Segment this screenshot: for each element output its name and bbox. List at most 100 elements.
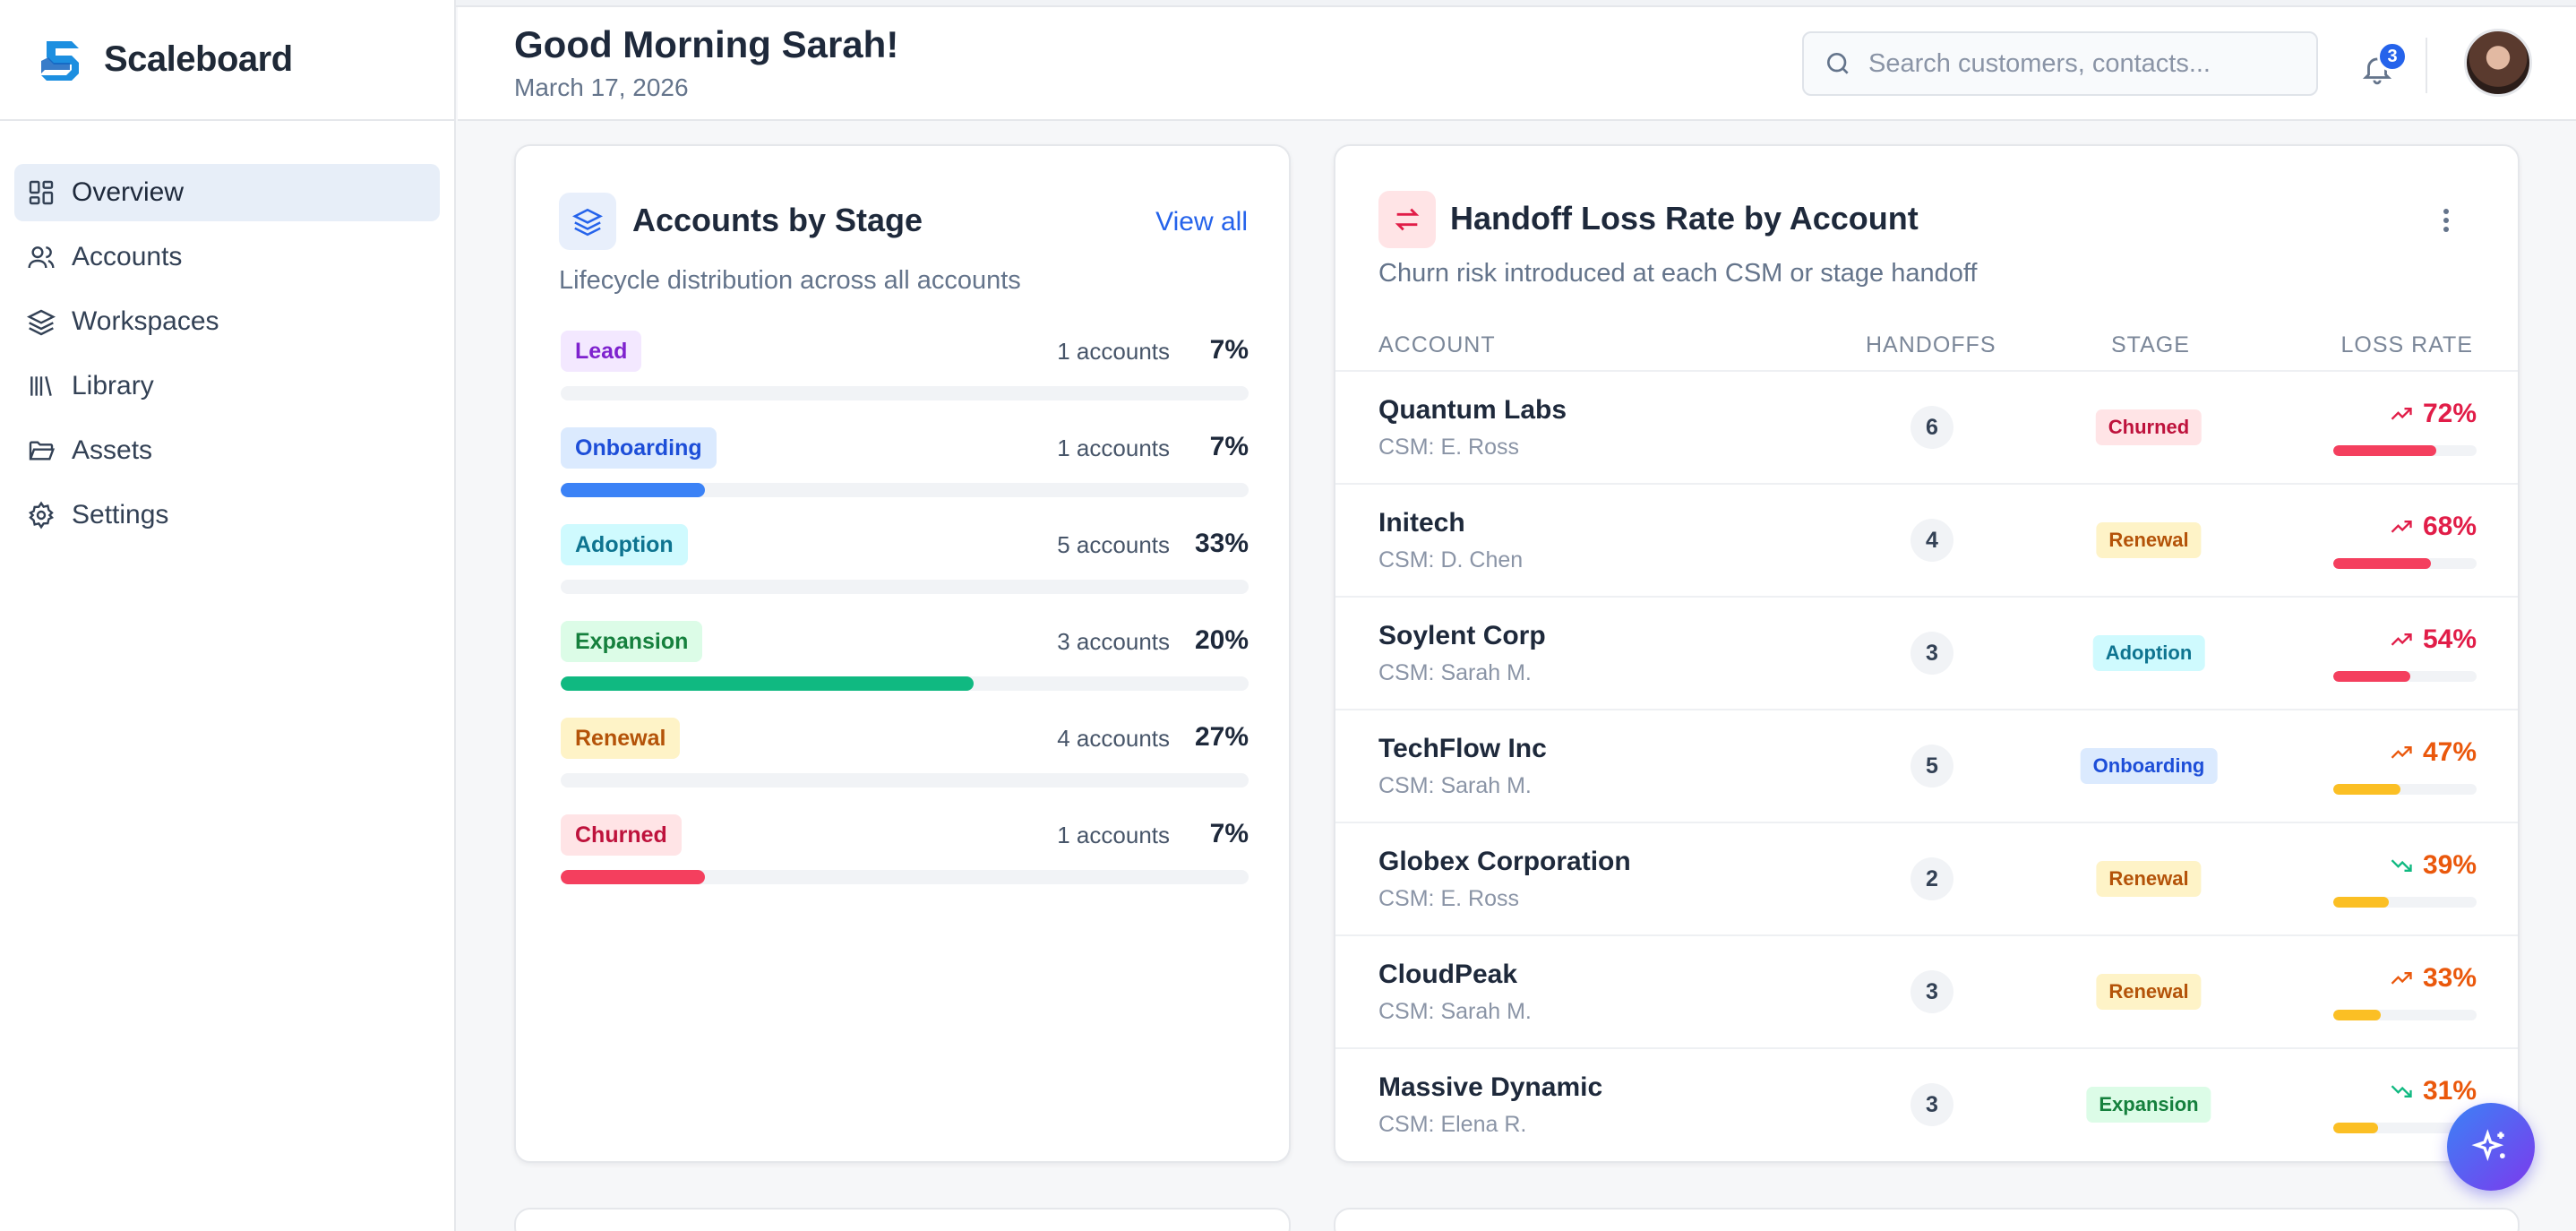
- stage-badge: Renewal: [2096, 861, 2202, 897]
- stage-badge: Onboarding: [2080, 748, 2218, 784]
- notifications-button[interactable]: 3: [2360, 41, 2414, 99]
- loss-rate-value: 33%: [2422, 963, 2477, 993]
- stage-percent: 7%: [1209, 819, 1249, 848]
- stage-badge: Renewal: [2096, 974, 2202, 1010]
- stage-percent: 7%: [1209, 432, 1249, 461]
- table-row[interactable]: TechFlow Inc CSM: Sarah M. 5 Onboarding 47%: [1335, 709, 2518, 822]
- stage-badge: Lead: [561, 331, 642, 372]
- account-csm: CSM: Sarah M.: [1378, 660, 1532, 685]
- stage-row[interactable]: Expansion 3 accounts 20%: [561, 621, 1249, 693]
- account-csm: CSM: E. Ross: [1378, 886, 1519, 911]
- stage-row[interactable]: Adoption 5 accounts 33%: [561, 524, 1249, 596]
- stage-progress-track: [561, 386, 1249, 400]
- stage-badge: Adoption: [2092, 635, 2205, 671]
- stage-progress-fill: [561, 870, 706, 884]
- stage-count: 4 accounts: [1057, 725, 1170, 752]
- table-row[interactable]: Globex Corporation CSM: E. Ross 2 Renewal 39…: [1335, 822, 2518, 934]
- table-row[interactable]: Quantum Labs CSM: E. Ross 6 Churned 72%: [1335, 370, 2518, 483]
- gear-icon: [28, 501, 55, 529]
- loss-rate-fill: [2333, 1123, 2378, 1133]
- account-name[interactable]: Soylent Corp: [1378, 621, 1546, 650]
- page-title: Good Morning Sarah!: [514, 23, 899, 65]
- account-csm: CSM: Elena R.: [1378, 1112, 1527, 1137]
- more-options-icon[interactable]: [2437, 205, 2455, 237]
- sidebar-item-label: Assets: [72, 435, 153, 465]
- account-name[interactable]: TechFlow Inc: [1378, 734, 1547, 763]
- next-card-peek: [1334, 1208, 2520, 1231]
- account-csm: CSM: E. Ross: [1378, 435, 1519, 460]
- stage-row[interactable]: Churned 1 accounts 7%: [561, 814, 1249, 886]
- column-header-loss-rate[interactable]: LOSS RATE: [2340, 332, 2473, 357]
- loss-rate-track: [2333, 445, 2477, 456]
- sidebar-item-label: Library: [72, 371, 154, 400]
- column-header-handoffs[interactable]: HANDOFFS: [1866, 332, 1996, 357]
- sidebar: Scaleboard Overview Accounts Workspaces …: [0, 0, 456, 1231]
- loss-rate-fill: [2333, 784, 2401, 795]
- account-name[interactable]: Globex Corporation: [1378, 847, 1631, 876]
- loss-rate-value: 54%: [2422, 624, 2477, 654]
- sidebar-item-assets[interactable]: Assets: [14, 422, 440, 479]
- loss-rate-track: [2333, 558, 2477, 569]
- sidebar-item-settings[interactable]: Settings: [14, 486, 440, 544]
- account-csm: CSM: Sarah M.: [1378, 999, 1532, 1024]
- swap-arrows-icon: [1395, 208, 1420, 231]
- stage-row[interactable]: Renewal 4 accounts 27%: [561, 718, 1249, 789]
- search-box[interactable]: [1802, 31, 2318, 96]
- sparkles-icon: [2471, 1129, 2505, 1162]
- stage-count: 3 accounts: [1057, 628, 1170, 655]
- stage-progress-fill: [561, 483, 706, 497]
- notification-count-badge: 3: [2377, 41, 2408, 72]
- card-subtitle: Churn risk introduced at each CSM or sta…: [1378, 259, 1978, 288]
- header-divider: [2426, 38, 2427, 93]
- sidebar-item-workspaces[interactable]: Workspaces: [14, 293, 440, 350]
- column-header-stage[interactable]: STAGE: [2111, 332, 2190, 357]
- sidebar-nav: Overview Accounts Workspaces Library Ass…: [0, 121, 454, 544]
- sidebar-item-library[interactable]: Library: [14, 357, 440, 415]
- accounts-by-stage-card: Accounts by Stage View all Lifecycle dis…: [514, 144, 1291, 1163]
- top-header: Good Morning Sarah! March 17, 2026 3: [458, 7, 2576, 121]
- stage-badge: Churned: [561, 814, 682, 856]
- view-all-link[interactable]: View all: [1155, 207, 1248, 237]
- loss-rate-value: 31%: [2422, 1076, 2477, 1106]
- trend-up-icon: [2391, 408, 2412, 420]
- account-csm: CSM: D. Chen: [1378, 547, 1524, 572]
- stage-progress-track: [561, 580, 1249, 594]
- table-row[interactable]: Massive Dynamic CSM: Elena R. 3 Expansion 31…: [1335, 1047, 2518, 1160]
- sidebar-item-label: Accounts: [72, 242, 183, 271]
- search-input[interactable]: [1868, 48, 2298, 79]
- handoff-count: 6: [1911, 406, 1953, 449]
- handoff-loss-card: Handoff Loss Rate by Account Churn risk …: [1334, 144, 2520, 1163]
- table-row[interactable]: Initech CSM: D. Chen 4 Renewal 68%: [1335, 483, 2518, 596]
- search-icon: [1826, 53, 1849, 74]
- ai-assistant-button[interactable]: [2447, 1103, 2535, 1191]
- stage-badge: Renewal: [2096, 522, 2202, 558]
- account-csm: CSM: Sarah M.: [1378, 773, 1532, 798]
- stage-progress-track: [561, 676, 1249, 691]
- loss-rate-track: [2333, 1123, 2477, 1133]
- account-name[interactable]: Massive Dynamic: [1378, 1072, 1603, 1102]
- table-row[interactable]: Soylent Corp CSM: Sarah M. 3 Adoption 54%: [1335, 596, 2518, 709]
- column-header-account[interactable]: ACCOUNT: [1378, 332, 1496, 357]
- grid-icon: [29, 180, 54, 205]
- card-title: Accounts by Stage: [632, 202, 923, 238]
- loss-rate: 72%: [2389, 399, 2477, 429]
- account-name[interactable]: Initech: [1378, 508, 1465, 538]
- card-icon-box: [1378, 191, 1436, 248]
- stage-progress-track: [561, 870, 1249, 884]
- stage-row[interactable]: Lead 1 accounts 7%: [561, 331, 1249, 402]
- brand[interactable]: Scaleboard: [0, 0, 454, 121]
- sidebar-item-accounts[interactable]: Accounts: [14, 228, 440, 286]
- user-avatar[interactable]: [2464, 29, 2532, 97]
- account-name[interactable]: Quantum Labs: [1378, 395, 1567, 425]
- trend-up-icon: [2391, 972, 2412, 985]
- loss-rate-track: [2333, 1010, 2477, 1020]
- stage-badge: Churned: [2095, 409, 2202, 445]
- sidebar-item-overview[interactable]: Overview: [14, 164, 440, 221]
- loss-rate: 33%: [2389, 963, 2477, 994]
- stage-row[interactable]: Onboarding 1 accounts 7%: [561, 427, 1249, 499]
- handoff-count: 2: [1911, 857, 1953, 900]
- account-name[interactable]: CloudPeak: [1378, 960, 1518, 989]
- current-date: March 17, 2026: [514, 73, 689, 101]
- table-row[interactable]: CloudPeak CSM: Sarah M. 3 Renewal 33%: [1335, 934, 2518, 1047]
- loss-rate: 47%: [2389, 737, 2477, 768]
